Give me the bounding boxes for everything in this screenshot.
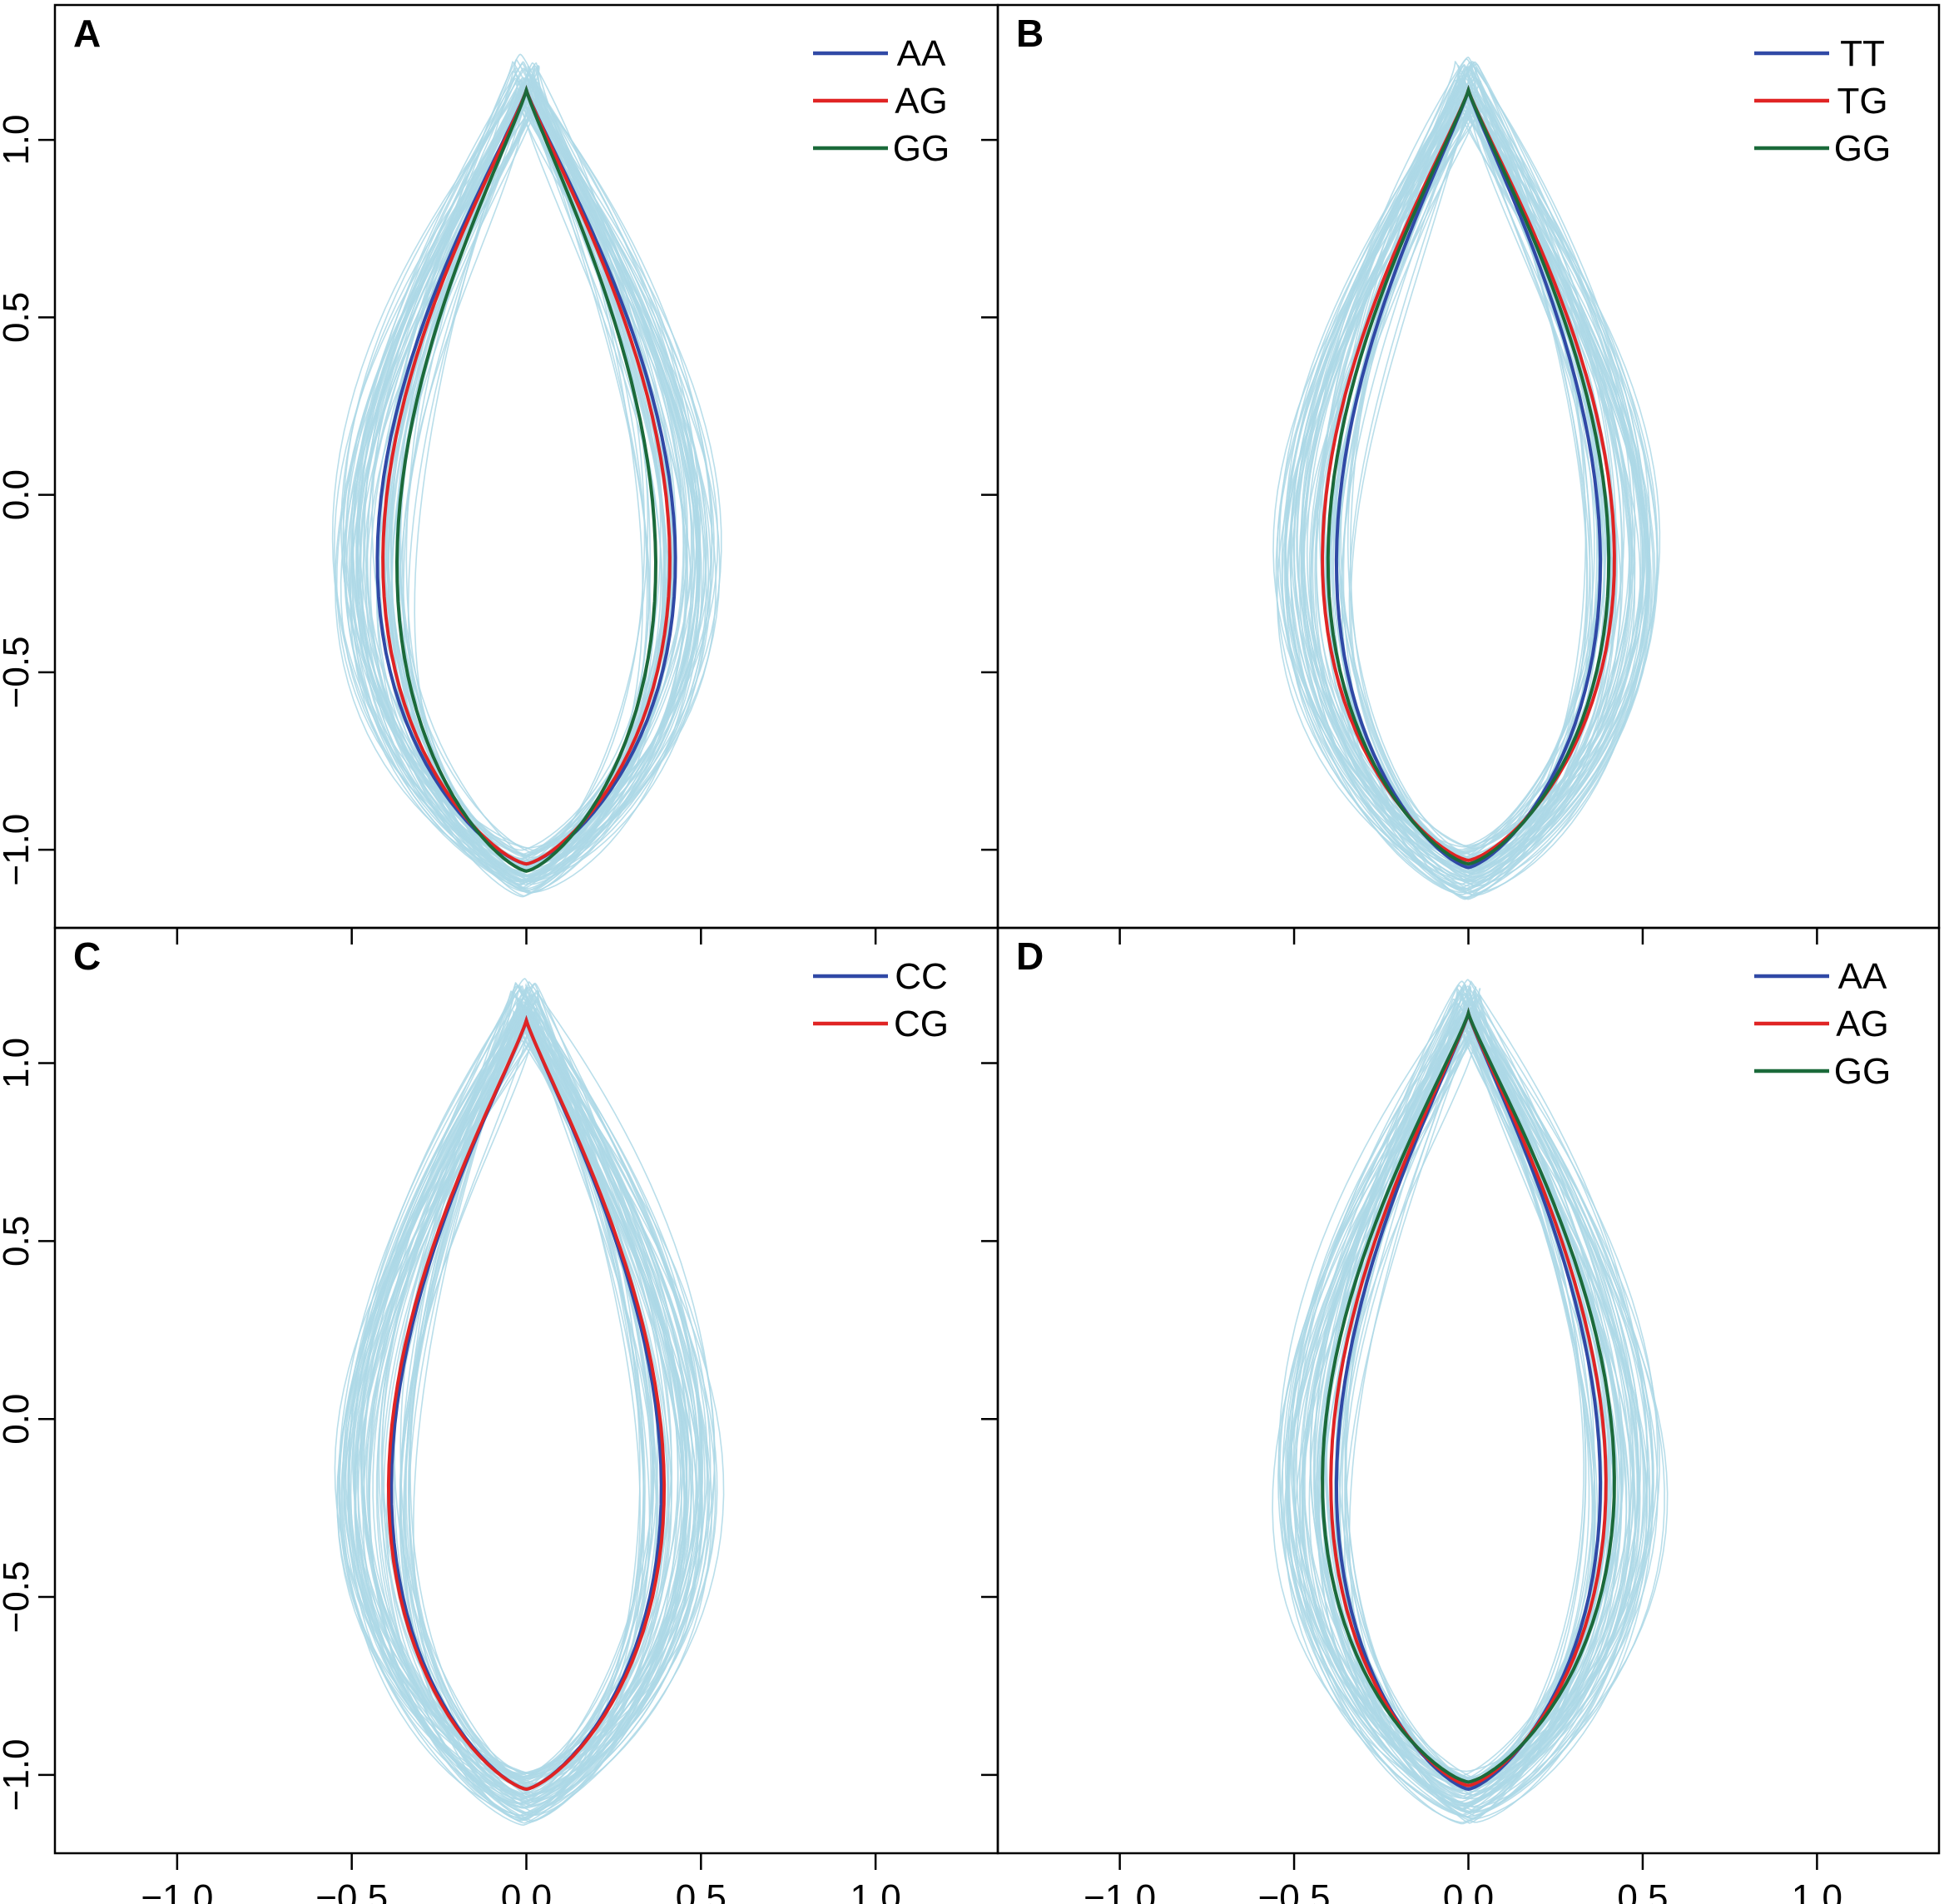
panel-frame bbox=[53, 3, 999, 930]
x-tick-label: 1.0 bbox=[850, 1877, 901, 1904]
panel-letter: B bbox=[1016, 12, 1044, 55]
sample-outline bbox=[372, 1011, 688, 1824]
plot-area bbox=[331, 53, 722, 898]
y-tick-label: −0.5 bbox=[0, 1561, 37, 1634]
sample-outline bbox=[348, 1011, 703, 1805]
legend-label: GG bbox=[1834, 1051, 1891, 1092]
sample-outline bbox=[347, 993, 717, 1774]
sample-outline bbox=[1350, 58, 1588, 847]
series-line-ag bbox=[381, 85, 672, 866]
panel-b: B TT TG GG bbox=[981, 3, 1941, 945]
sample-outline bbox=[1332, 77, 1604, 870]
legend-label: TT bbox=[1840, 33, 1885, 74]
panel-letter: A bbox=[73, 12, 101, 55]
y-tick-label: −1.0 bbox=[0, 1738, 37, 1811]
sample-outline bbox=[375, 982, 686, 1785]
sample-outline bbox=[1283, 1011, 1654, 1820]
sample-outline bbox=[408, 987, 646, 1780]
x-tick-label: −1.0 bbox=[141, 1877, 213, 1904]
sample-outline bbox=[331, 77, 721, 885]
series-line-ag bbox=[1329, 1007, 1608, 1787]
sample-outline bbox=[380, 1025, 687, 1816]
series-line-gg bbox=[1321, 1007, 1616, 1784]
sample-outline bbox=[1315, 63, 1630, 855]
x-tick-label: 0.0 bbox=[501, 1877, 552, 1904]
series-line-cg bbox=[386, 1014, 667, 1792]
legend-label: CC bbox=[895, 956, 948, 997]
sample-outline bbox=[408, 986, 645, 1778]
sample-outline bbox=[1302, 93, 1642, 855]
sample-outline bbox=[1289, 85, 1653, 895]
panel-frame bbox=[53, 926, 999, 1855]
panel-letter: D bbox=[1016, 935, 1044, 978]
series-line-gg bbox=[1326, 85, 1611, 866]
sample-outline bbox=[1346, 80, 1601, 853]
x-tick-label: 0.5 bbox=[1617, 1877, 1668, 1904]
y-tick-label: 0.0 bbox=[0, 1394, 37, 1445]
legend-label: AG bbox=[895, 81, 948, 121]
y-tick-label: −0.5 bbox=[0, 636, 37, 708]
sample-outline bbox=[1340, 82, 1601, 876]
x-tick-label: −0.5 bbox=[1258, 1877, 1331, 1904]
legend-label: AA bbox=[897, 33, 946, 74]
sample-outline bbox=[1321, 64, 1607, 875]
sample-outline bbox=[397, 58, 646, 854]
legend-label: GG bbox=[1834, 128, 1891, 169]
sample-outline bbox=[405, 984, 642, 1778]
y-tick-label: 1.0 bbox=[0, 1038, 37, 1088]
panel-frame bbox=[996, 3, 1941, 930]
sample-outline bbox=[399, 998, 654, 1798]
y-tick-label: 1.0 bbox=[0, 114, 37, 165]
sample-outline bbox=[361, 1013, 700, 1782]
sample-outline bbox=[368, 978, 686, 1806]
x-tick-label: 0.5 bbox=[676, 1877, 727, 1904]
legend-label: AG bbox=[1836, 1004, 1889, 1044]
plot-area bbox=[1272, 979, 1669, 1825]
sample-outline bbox=[1345, 994, 1603, 1781]
legend-label: TG bbox=[1837, 81, 1887, 121]
x-tick-label: 1.0 bbox=[1792, 1877, 1842, 1904]
y-tick-label: 0.5 bbox=[0, 1216, 37, 1267]
legend-label: AA bbox=[1838, 956, 1887, 997]
sample-outline bbox=[1318, 1013, 1624, 1781]
sample-outline bbox=[402, 92, 651, 893]
plot-area bbox=[1272, 56, 1661, 900]
sample-outline bbox=[1336, 79, 1589, 869]
sample-outline bbox=[340, 82, 713, 879]
legend-label: CG bbox=[894, 1004, 949, 1044]
x-tick-label: −0.5 bbox=[315, 1877, 388, 1904]
series-line-gg bbox=[394, 85, 658, 873]
x-tick-label: −1.0 bbox=[1084, 1877, 1156, 1904]
series-line-aa bbox=[1334, 1007, 1603, 1792]
sample-outline bbox=[1290, 64, 1649, 871]
x-tick-label: 0.0 bbox=[1443, 1877, 1494, 1904]
plot-area bbox=[334, 978, 725, 1827]
series-line-tg bbox=[1321, 85, 1616, 863]
sample-outline bbox=[1350, 87, 1587, 871]
panel-letter: C bbox=[73, 935, 101, 978]
sample-outline bbox=[1282, 994, 1665, 1823]
sample-outline bbox=[1277, 984, 1659, 1799]
sample-outline bbox=[1344, 985, 1596, 1778]
y-tick-label: 0.5 bbox=[0, 292, 37, 343]
legend-label: GG bbox=[893, 128, 950, 169]
sample-outline bbox=[350, 1006, 702, 1774]
sample-outline bbox=[1348, 1022, 1594, 1814]
y-tick-label: 0.0 bbox=[0, 469, 37, 520]
series-line-tt bbox=[1334, 85, 1603, 870]
panel-frame bbox=[996, 926, 1941, 1855]
sample-outline bbox=[1310, 987, 1623, 1818]
sample-outline bbox=[1285, 61, 1651, 888]
sample-outline bbox=[395, 82, 666, 862]
sample-outline bbox=[351, 82, 702, 851]
y-tick-label: −1.0 bbox=[0, 814, 37, 886]
sample-outline bbox=[391, 989, 672, 1804]
panel-d: −1.0 −0.5 0.0 0.5 1.0 D AA AG GG bbox=[981, 926, 1941, 1904]
sample-outline bbox=[350, 97, 717, 873]
sample-outline bbox=[1336, 1016, 1594, 1778]
